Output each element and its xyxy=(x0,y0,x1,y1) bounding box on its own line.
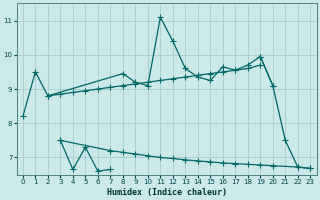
X-axis label: Humidex (Indice chaleur): Humidex (Indice chaleur) xyxy=(107,188,227,197)
